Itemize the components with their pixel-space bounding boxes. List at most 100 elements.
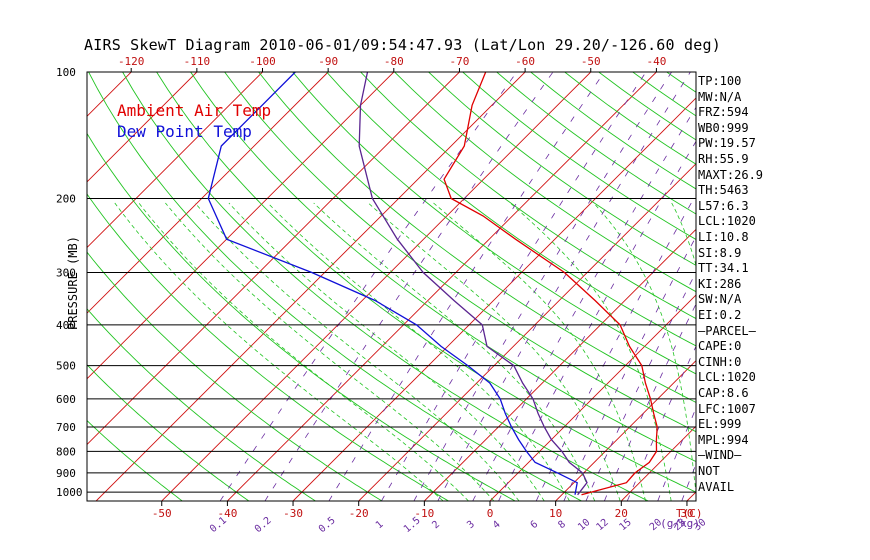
index-item: LFC:1007 <box>698 401 756 416</box>
index-item: RH:55.9 <box>698 152 749 166</box>
mixing-ratio-label: 3 <box>465 519 477 531</box>
top-temp-tick-label: -70 <box>450 55 470 68</box>
mixing-ratio-line <box>626 345 696 501</box>
dry-adiabat-line <box>87 251 383 501</box>
bottom-temp-tick-label: -50 <box>152 507 172 520</box>
bottom-temp-tick-label: 30 <box>680 507 693 520</box>
ambient-temp-line <box>443 72 658 496</box>
index-item: NOT <box>698 464 720 478</box>
isotherm-line <box>87 72 329 314</box>
index-item: AVAIL <box>698 479 735 494</box>
isotherm-line <box>161 72 592 501</box>
isotherm-line <box>87 72 395 380</box>
index-item: CAP:8.6 <box>698 386 749 400</box>
legend-ambient: Ambient Air Temp <box>117 101 272 120</box>
temp-unit-label: T(C) <box>676 507 703 520</box>
index-item: LI:10.8 <box>698 230 749 244</box>
mixing-ratio-line <box>219 72 518 501</box>
moist-adiabat-line <box>165 202 495 501</box>
isotherm-line <box>489 294 696 501</box>
dry-adiabat-line <box>190 72 696 463</box>
index-item: WB0:999 <box>698 120 749 135</box>
pressure-tick-label: 300 <box>56 266 76 279</box>
index-item: –WIND– <box>698 448 742 463</box>
moist-adiabat-line <box>194 202 520 501</box>
pressure-tick-label: 100 <box>56 66 76 79</box>
index-item: CINH:0 <box>698 354 742 369</box>
isotherm-line <box>753 72 870 501</box>
mixing-ratio-line <box>472 106 696 501</box>
mixing-ratio-line <box>264 72 554 501</box>
moist-adiabat-line <box>114 202 444 501</box>
index-item: KI:286 <box>698 276 742 291</box>
dry-adiabat-line <box>88 72 582 501</box>
mixing-ratio-line <box>381 72 647 501</box>
top-temp-tick-label: -80 <box>384 55 404 68</box>
index-item: TT:34.1 <box>698 261 749 276</box>
top-temp-tick-label: -100 <box>249 55 276 68</box>
pressure-tick-label: 1000 <box>56 486 83 499</box>
legend-dewpoint: Dew Point Temp <box>117 122 252 141</box>
dry-adiabat-line <box>360 72 696 320</box>
pressure-tick-label: 800 <box>56 445 76 458</box>
pressure-tick-label: 500 <box>56 360 76 373</box>
isotherm-line <box>358 163 696 501</box>
top-temp-tick-label: -110 <box>184 55 211 68</box>
index-item: –PARCEL– <box>698 323 756 338</box>
mixing-ratio-label: 0.5 <box>317 515 338 535</box>
mixing-ratio-line <box>563 235 696 501</box>
mixing-ratio-line <box>603 303 696 501</box>
mixing-ratio-label: 2 <box>430 519 442 531</box>
index-item: LCL:1020 <box>698 214 756 229</box>
mixing-ratio-label: 0.2 <box>253 515 274 535</box>
dry-adiabat-line <box>462 72 696 241</box>
y-axis-label: PRESSURE (MB) <box>66 236 80 330</box>
mixing-ratio-label: 1 <box>374 519 386 531</box>
dry-adiabat-line <box>769 72 870 501</box>
mixing-ratio-line <box>535 193 696 501</box>
mixing-ratio-label: 8 <box>556 519 568 531</box>
mixing-ratio-label: 6 <box>529 519 541 531</box>
isotherm-line <box>95 72 526 501</box>
isotherm-line <box>87 72 460 446</box>
index-item: EI:0.2 <box>698 308 742 322</box>
pressure-tick-label: 200 <box>56 192 76 205</box>
mixing-ratio-label: 12 <box>595 517 611 533</box>
mixing-ratio-line <box>328 72 605 501</box>
isotherm-line <box>292 97 696 501</box>
index-item: PW:19.57 <box>698 136 756 151</box>
index-item: CAPE:0 <box>698 339 742 354</box>
moist-adiabat-line <box>228 202 545 501</box>
dry-adiabat-line <box>292 72 696 375</box>
mixing-ratio-line <box>585 271 696 501</box>
chart-title: AIRS SkewT Diagram 2010-06-01/09:54:47.9… <box>84 36 721 54</box>
pressure-tick-label: 900 <box>56 467 76 480</box>
mixing-ratio-line <box>657 407 696 501</box>
moist-adiabat-line <box>138 202 469 501</box>
pressure-tick-label: 600 <box>56 393 76 406</box>
moist-adiabat-line <box>433 202 646 501</box>
index-item: FRZ:594 <box>698 105 749 120</box>
dry-adiabat-line <box>496 72 696 215</box>
dry-adiabat-line <box>87 419 183 501</box>
mixing-ratio-unit-label: (g/kg) <box>660 517 700 530</box>
dry-adiabat-line <box>87 308 316 501</box>
plot-frame <box>86 71 697 502</box>
top-temp-tick-label: -40 <box>646 55 666 68</box>
mixing-ratio-label: 4 <box>491 519 503 531</box>
dry-adiabat-line <box>394 72 696 293</box>
mixing-ratio-line <box>498 140 696 501</box>
bottom-temp-tick-label: -30 <box>283 507 303 520</box>
isotherm-line <box>227 72 657 501</box>
wetbulb-temp-line <box>358 72 588 496</box>
mixing-ratio-line <box>681 463 696 501</box>
isotherm-line <box>818 72 870 501</box>
isotherm-line <box>620 425 696 501</box>
bottom-temp-tick-label: 0 <box>487 507 494 520</box>
dry-adiabat-line <box>326 72 696 347</box>
bottom-temp-tick-label: -10 <box>414 507 434 520</box>
mixing-ratio-line <box>413 72 672 501</box>
bottom-temp-tick-label: -20 <box>349 507 369 520</box>
index-item: TH:5463 <box>698 183 749 198</box>
